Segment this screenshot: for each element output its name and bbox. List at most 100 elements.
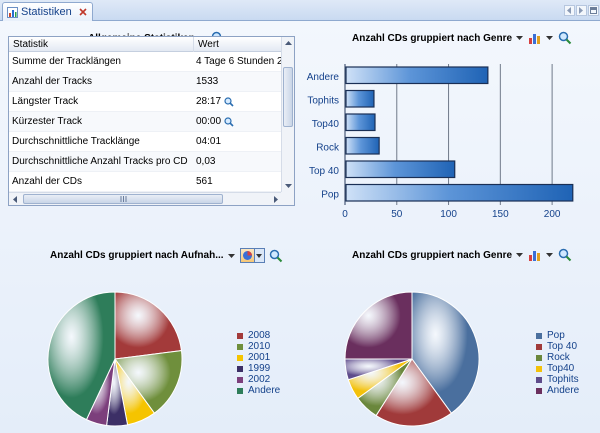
table-body: Summe der Tracklängen 4 Tage 6 Stunden 24… xyxy=(9,52,282,192)
dropdown-arrow-icon[interactable] xyxy=(227,252,236,260)
horizontal-scroll-thumb[interactable] xyxy=(23,194,223,204)
genre-pie-title: Anzahl CDs gruppiert nach Genre xyxy=(352,249,513,261)
find-track-icon[interactable] xyxy=(224,116,234,127)
statistic-label: Kürzester Track xyxy=(12,116,83,127)
category-label: Top40 xyxy=(312,119,340,130)
column-header-statistik[interactable]: Statistik xyxy=(9,37,194,52)
legend-item: Tophits xyxy=(536,374,579,385)
search-refresh-icon[interactable] xyxy=(558,31,572,45)
category-label: Rock xyxy=(316,142,340,153)
x-tick-label: 0 xyxy=(342,209,348,220)
legend-label: Andere xyxy=(248,385,281,396)
bar[interactable] xyxy=(345,89,375,108)
chevron-down-icon[interactable] xyxy=(255,249,264,262)
legend-swatch xyxy=(237,376,243,383)
statistic-value: 1533 xyxy=(194,76,282,87)
table-row[interactable]: Anzahl der Tracks 1533 xyxy=(9,72,282,92)
table-row[interactable]: Durchschnittliche Anzahl Tracks pro CD 0,… xyxy=(9,152,282,172)
bar[interactable] xyxy=(345,66,489,85)
category-label: Tophits xyxy=(307,95,339,106)
chart-type-dropdown-icon[interactable] xyxy=(546,251,554,259)
bar[interactable] xyxy=(345,183,574,202)
genre-pie-chart xyxy=(344,291,480,427)
legend-label: 1999 xyxy=(248,363,271,374)
genre-bar-title: Anzahl CDs gruppiert nach Genre xyxy=(352,32,513,44)
tab-statistiken[interactable]: Statistiken xyxy=(2,2,93,21)
legend-swatch xyxy=(536,376,542,383)
table-row[interactable]: Durchschnittliche Tracklänge 04:01 xyxy=(9,132,282,152)
statistics-table: Statistik Wert Summe der Tracklängen 4 Ta… xyxy=(8,36,295,206)
statistic-value: 561 xyxy=(194,176,282,187)
pie-slice[interactable] xyxy=(375,358,453,427)
dropdown-arrow-icon[interactable] xyxy=(516,34,524,42)
legend-swatch xyxy=(536,332,542,339)
chart-type-dropdown-icon[interactable] xyxy=(546,34,554,42)
legend-item: Rock xyxy=(536,352,579,363)
scroll-right-table-icon[interactable] xyxy=(270,193,282,205)
legend-item: Top 40 xyxy=(536,341,579,352)
chart-type-icon[interactable] xyxy=(528,248,542,262)
dropdown-arrow-icon[interactable] xyxy=(516,251,524,259)
horizontal-scrollbar[interactable] xyxy=(9,192,282,205)
scroll-right-icon[interactable] xyxy=(576,5,587,16)
bar[interactable] xyxy=(345,136,380,155)
genre-bar-header: Anzahl CDs gruppiert nach Genre xyxy=(352,31,572,45)
chart-type-combo-button[interactable] xyxy=(239,248,265,263)
statistic-value: 0,03 xyxy=(194,156,282,167)
statistic-value-text: 04:01 xyxy=(196,136,222,147)
search-refresh-icon[interactable] xyxy=(269,249,283,263)
scroll-left-icon[interactable] xyxy=(564,5,575,16)
legend-label: 2010 xyxy=(248,341,271,352)
statistic-label: Anzahl der CDs xyxy=(12,176,83,187)
legend-item: 2001 xyxy=(237,352,280,363)
legend-swatch xyxy=(237,387,243,394)
vertical-scrollbar[interactable] xyxy=(281,37,294,192)
vertical-scroll-thumb[interactable] xyxy=(283,67,293,127)
pie-slice[interactable] xyxy=(344,291,413,360)
search-refresh-icon[interactable] xyxy=(558,248,572,262)
pie-slice[interactable] xyxy=(114,291,183,360)
close-icon[interactable] xyxy=(78,7,88,17)
bar[interactable] xyxy=(345,113,376,132)
table-row[interactable]: Summe der Tracklängen 4 Tage 6 Stunden 24… xyxy=(9,52,282,72)
table-row[interactable]: Kürzester Track 00:00 xyxy=(9,112,282,132)
window-list-icon[interactable] xyxy=(588,5,599,16)
scroll-down-icon[interactable] xyxy=(282,180,294,192)
pie-slice[interactable] xyxy=(114,350,183,414)
legend-label: Top 40 xyxy=(547,341,578,352)
table-row[interactable]: Längster Track 28:17 xyxy=(9,92,282,112)
legend-label: Pop xyxy=(547,330,565,341)
pie-slice[interactable] xyxy=(411,291,480,414)
pie-chart-icon[interactable] xyxy=(240,249,255,262)
statistic-label: Durchschnittliche Anzahl Tracks pro CD xyxy=(12,156,188,167)
legend-label: Tophits xyxy=(547,374,579,385)
legend-label: Andere xyxy=(547,385,580,396)
legend-label: Top40 xyxy=(547,363,575,374)
statistic-label: Anzahl der Tracks xyxy=(12,76,93,87)
find-track-icon[interactable] xyxy=(224,96,234,107)
legend-swatch xyxy=(536,354,542,361)
year-pie-header: Anzahl CDs gruppiert nach Aufnah... xyxy=(50,248,283,263)
statistic-label: Längster Track xyxy=(12,96,79,107)
x-tick-label: 150 xyxy=(492,209,509,220)
statistic-value: 00:00 xyxy=(194,116,282,127)
x-tick-label: 100 xyxy=(440,209,457,220)
scroll-corner xyxy=(281,192,294,205)
statistic-value-text: 1533 xyxy=(196,76,219,87)
bar[interactable] xyxy=(345,160,456,179)
legend-item: 1999 xyxy=(237,363,280,374)
column-header-wert[interactable]: Wert xyxy=(194,37,282,52)
table-header: Statistik Wert xyxy=(9,37,282,52)
pie-slice[interactable] xyxy=(47,291,116,421)
category-label: Top 40 xyxy=(309,166,339,177)
legend-swatch xyxy=(536,365,542,372)
scroll-left-table-icon[interactable] xyxy=(9,193,21,205)
year-pie-legend: 2008 2010 2001 1999 2002 Andere xyxy=(237,330,280,396)
table-row[interactable]: Anzahl der CDs 561 xyxy=(9,172,282,192)
chart-type-icon[interactable] xyxy=(528,31,542,45)
scroll-up-icon[interactable] xyxy=(282,37,294,49)
statistic-value-text: 4 Tage 6 Stunden 24 M xyxy=(196,56,282,67)
genre-pie-legend: Pop Top 40 Rock Top40 Tophits Andere xyxy=(536,330,579,396)
statistic-value: 28:17 xyxy=(194,96,282,107)
legend-item: 2002 xyxy=(237,374,280,385)
